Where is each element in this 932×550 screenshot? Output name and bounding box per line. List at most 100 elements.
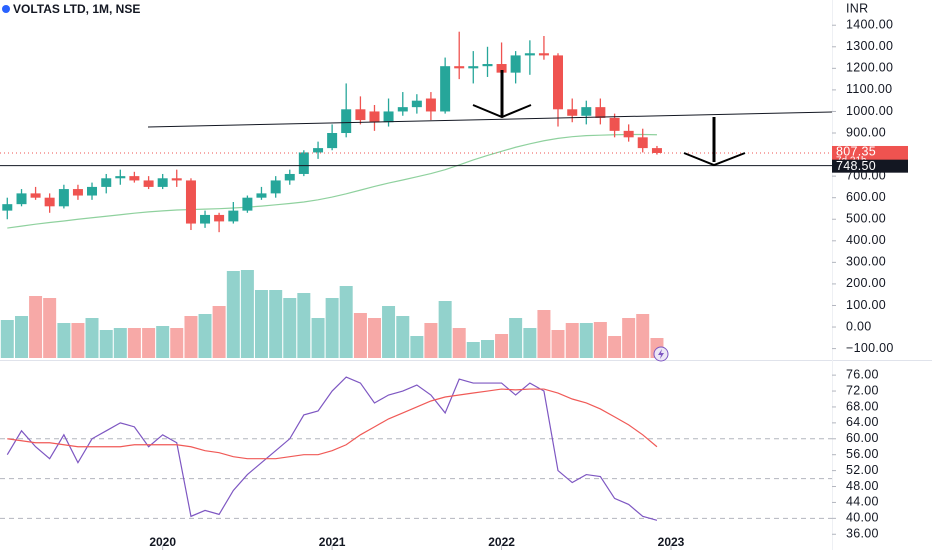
candle-body: [143, 180, 154, 187]
candle-body: [327, 133, 338, 149]
y-tick-label: 1400.00: [846, 18, 893, 32]
volume-bar: [71, 323, 85, 358]
volume-bar: [537, 310, 551, 358]
volume-bar: [29, 296, 43, 358]
candle-body: [115, 176, 126, 179]
volume-bar: [608, 336, 622, 358]
candle-body: [538, 53, 549, 56]
y-tick-label: 48.00: [846, 479, 879, 493]
candle-body: [411, 100, 422, 108]
volume-bar: [127, 328, 141, 358]
event-icon-glyph: [658, 349, 664, 359]
candle-body: [369, 111, 380, 123]
candle-body: [284, 173, 295, 181]
candle-body: [355, 109, 366, 121]
hline-box: [832, 159, 908, 173]
candle-body: [58, 189, 69, 207]
volume-bar: [113, 328, 127, 358]
candle-body: [581, 107, 592, 116]
candle-body: [609, 117, 620, 131]
y-tick-label: 300.00: [846, 255, 886, 269]
volume-bar: [254, 290, 268, 358]
y-tick-label: 1300.00: [846, 39, 893, 53]
y-tick-label: 60.00: [846, 431, 879, 445]
volume-bar: [283, 298, 297, 358]
candle-body: [44, 197, 55, 207]
volume-bar: [212, 306, 226, 358]
volume-bar: [99, 330, 113, 358]
volume-bar: [142, 328, 156, 358]
volume-bar: [156, 326, 170, 358]
x-tick-label: 2022: [488, 535, 515, 549]
volume-bar: [466, 342, 480, 358]
y-tick-label: 40.00: [846, 511, 879, 525]
y-tick-label: 1000.00: [846, 104, 893, 118]
plot: [0, 31, 832, 521]
volume-bar: [622, 318, 636, 358]
candle-body: [87, 186, 98, 196]
volume-bar: [410, 336, 424, 358]
candle-body: [313, 148, 324, 153]
x-tick-label: 2021: [319, 535, 346, 549]
rsi-line: [6, 376, 658, 521]
candle-body: [214, 214, 225, 222]
y-tick-label: 52.00: [846, 463, 879, 477]
candle-body: [200, 214, 211, 224]
y-axis-label: INR: [846, 1, 868, 15]
candle-body: [242, 197, 253, 211]
candle-body: [228, 210, 239, 222]
volume-bar: [325, 298, 339, 358]
candle-body: [425, 98, 436, 112]
volume-bar: [424, 323, 438, 358]
volume-bar: [0, 320, 14, 358]
hline-label: 748.50: [836, 159, 876, 173]
candle-body: [16, 193, 27, 205]
candle-body: [623, 130, 634, 138]
volume-bar: [579, 323, 593, 358]
volume-bar: [353, 313, 367, 358]
candle-body: [171, 178, 182, 181]
y-tick-label: 64.00: [846, 415, 879, 429]
volume-bar: [297, 293, 311, 358]
volume-bar: [226, 271, 240, 358]
volume-bar: [452, 328, 466, 358]
y-tick-label: −100.00: [846, 341, 894, 355]
y-tick-label: 500.00: [846, 212, 886, 226]
chart-title: VOLTAS LTD, 1M, NSE: [13, 2, 140, 16]
volume-bar: [551, 330, 565, 358]
y-tick-label: 1100.00: [846, 82, 892, 96]
rsi-line: [7, 388, 658, 460]
x-tick-label: 2023: [658, 535, 685, 549]
candle-body: [101, 178, 112, 187]
volume-bar: [509, 318, 523, 358]
candle-body: [651, 148, 662, 153]
volume-bar: [396, 316, 410, 358]
y-tick-label: 1200.00: [846, 61, 893, 75]
y-tick-label: 36.00: [846, 527, 879, 541]
moving-average: [7, 133, 657, 229]
candle-body: [341, 109, 352, 134]
volume-bar: [382, 306, 396, 358]
candle-body: [298, 152, 309, 174]
y-tick-label: 68.00: [846, 399, 879, 413]
candle-body: [157, 178, 168, 187]
volume-bar: [240, 270, 254, 358]
volume-bar: [43, 298, 57, 358]
candle-body: [440, 66, 451, 112]
candle-body: [552, 55, 563, 110]
volume-bar: [438, 301, 452, 358]
volume-bar: [565, 323, 579, 358]
volume-bar: [636, 314, 650, 358]
y-tick-label: 900.00: [846, 125, 886, 139]
volume-bar: [481, 340, 495, 358]
y-tick-label: 56.00: [846, 447, 879, 461]
candle-body: [567, 109, 578, 116]
volume-bar: [495, 334, 509, 358]
last-price-label: 807.35: [836, 144, 876, 158]
volume-bar: [15, 316, 29, 358]
volume-bar: [57, 323, 71, 358]
y-tick-label: 600.00: [846, 190, 886, 204]
